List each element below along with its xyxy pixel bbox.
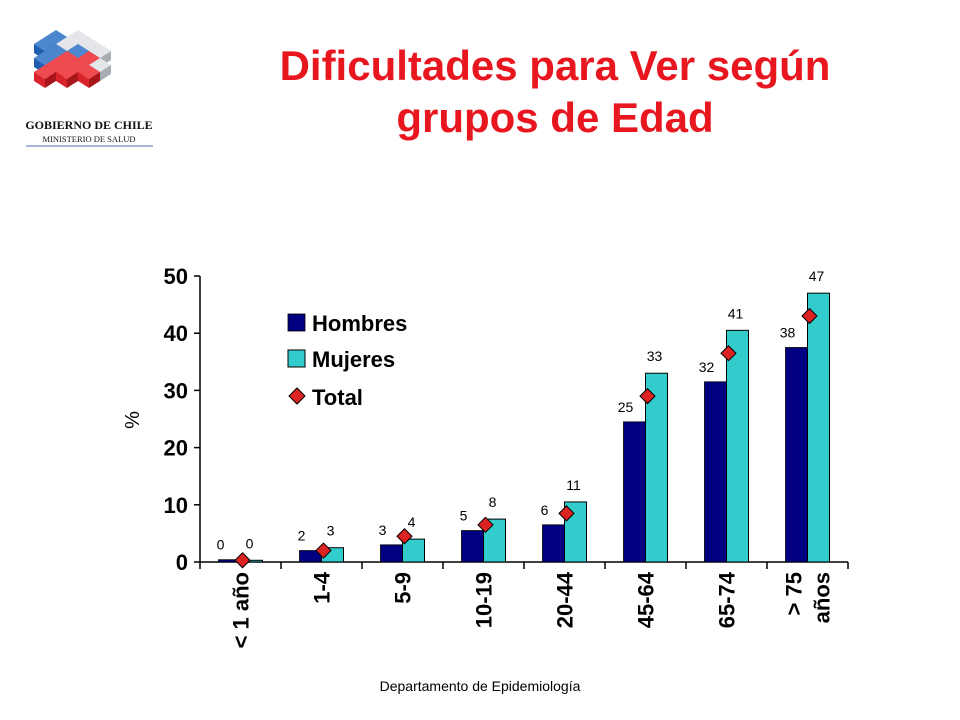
bar-mujeres — [807, 292, 830, 563]
data-label-hombres: 5 — [460, 508, 468, 524]
logo-cube-left — [78, 72, 89, 88]
legend-swatch-mujeres — [287, 349, 306, 368]
chart-bars — [218, 292, 830, 563]
data-label-hombres: 0 — [217, 537, 225, 553]
marker-total — [720, 345, 737, 362]
logo-cube-right — [67, 72, 78, 88]
legend-label-hombres: Hombres — [312, 311, 407, 336]
chart-markers — [234, 307, 818, 569]
y-tick-label: 40 — [164, 321, 188, 346]
marker-total — [315, 542, 332, 559]
logo-cube-right — [45, 72, 56, 88]
y-tick-label: 50 — [164, 264, 188, 289]
x-tick-label: años — [810, 572, 835, 623]
data-label-mujeres: 0 — [246, 535, 254, 551]
data-label-mujeres: 33 — [647, 348, 663, 364]
bar-mujeres — [402, 538, 425, 563]
marker-total — [477, 516, 494, 534]
data-label-hombres: 38 — [780, 325, 796, 341]
x-tick-label: 65-74 — [715, 571, 740, 628]
x-tick-label: < 1 año — [229, 572, 254, 648]
data-label-mujeres: 11 — [566, 477, 581, 493]
logo-cube-left — [34, 72, 45, 88]
bar-hombres — [380, 544, 403, 563]
logo-line1: GOBIERNO DE CHILE — [25, 118, 152, 132]
bar-hombres — [542, 524, 565, 563]
data-label-mujeres: 47 — [809, 268, 825, 284]
x-tick-label: 1-4 — [310, 571, 335, 604]
footer-text: Departamento de Epidemiología — [379, 678, 581, 694]
x-tick-label: > 75 — [782, 572, 807, 615]
bar-hombres — [704, 381, 727, 563]
data-label-mujeres: 8 — [489, 494, 497, 510]
bar-mujeres — [483, 518, 506, 563]
legend-swatch-total — [288, 387, 306, 405]
logo-cube-left — [56, 72, 67, 88]
data-label-hombres: 32 — [699, 359, 715, 375]
bar-mujeres — [726, 329, 749, 563]
bar-mujeres — [645, 372, 668, 563]
data-label-mujeres: 4 — [408, 514, 416, 530]
marker-total — [558, 505, 575, 522]
data-label-hombres: 6 — [541, 502, 549, 518]
logo-line2: MINISTERIO DE SALUD — [42, 134, 135, 144]
page-title: Dificultades para Ver según grupos de Ed… — [190, 40, 920, 144]
chart-legend: Hombres Mujeres Total — [287, 311, 407, 410]
data-label-hombres: 3 — [379, 522, 387, 538]
x-tick-label: 10-19 — [472, 572, 497, 628]
bar-hombres — [623, 421, 646, 563]
marker-total — [234, 552, 251, 569]
marker-total — [396, 528, 413, 545]
bar-hombres — [785, 347, 808, 563]
bar-hombres — [461, 530, 484, 563]
marker-total — [801, 307, 818, 325]
title-line2: grupos de Edad — [396, 94, 714, 141]
data-label-hombres: 2 — [298, 528, 306, 544]
legend-label-total: Total — [312, 385, 363, 410]
title-line1: Dificultades para Ver según — [279, 42, 831, 89]
legend-swatch-hombres — [287, 313, 306, 332]
y-tick-label: 10 — [164, 493, 188, 518]
marker-total — [639, 387, 656, 405]
legend-label-mujeres: Mujeres — [312, 347, 395, 372]
gobierno-de-chile-logo: GOBIERNO DE CHILE MINISTERIO DE SALUD — [25, 30, 153, 147]
x-tick-label: 45-64 — [634, 571, 659, 628]
data-label-mujeres: 3 — [327, 523, 335, 539]
y-tick-label: 0 — [176, 550, 188, 575]
y-axis-title: % — [122, 411, 144, 429]
logo-cube-right — [89, 72, 100, 88]
x-tick-label: 20-44 — [553, 571, 578, 628]
y-tick-label: 20 — [164, 436, 188, 461]
x-tick-label: 5-9 — [391, 572, 416, 604]
logo-cube-emblem — [34, 30, 111, 88]
logo-cube-right — [100, 65, 111, 81]
data-label-mujeres: 41 — [728, 305, 744, 321]
y-tick-label: 30 — [164, 378, 188, 403]
data-label-hombres: 25 — [618, 399, 634, 415]
